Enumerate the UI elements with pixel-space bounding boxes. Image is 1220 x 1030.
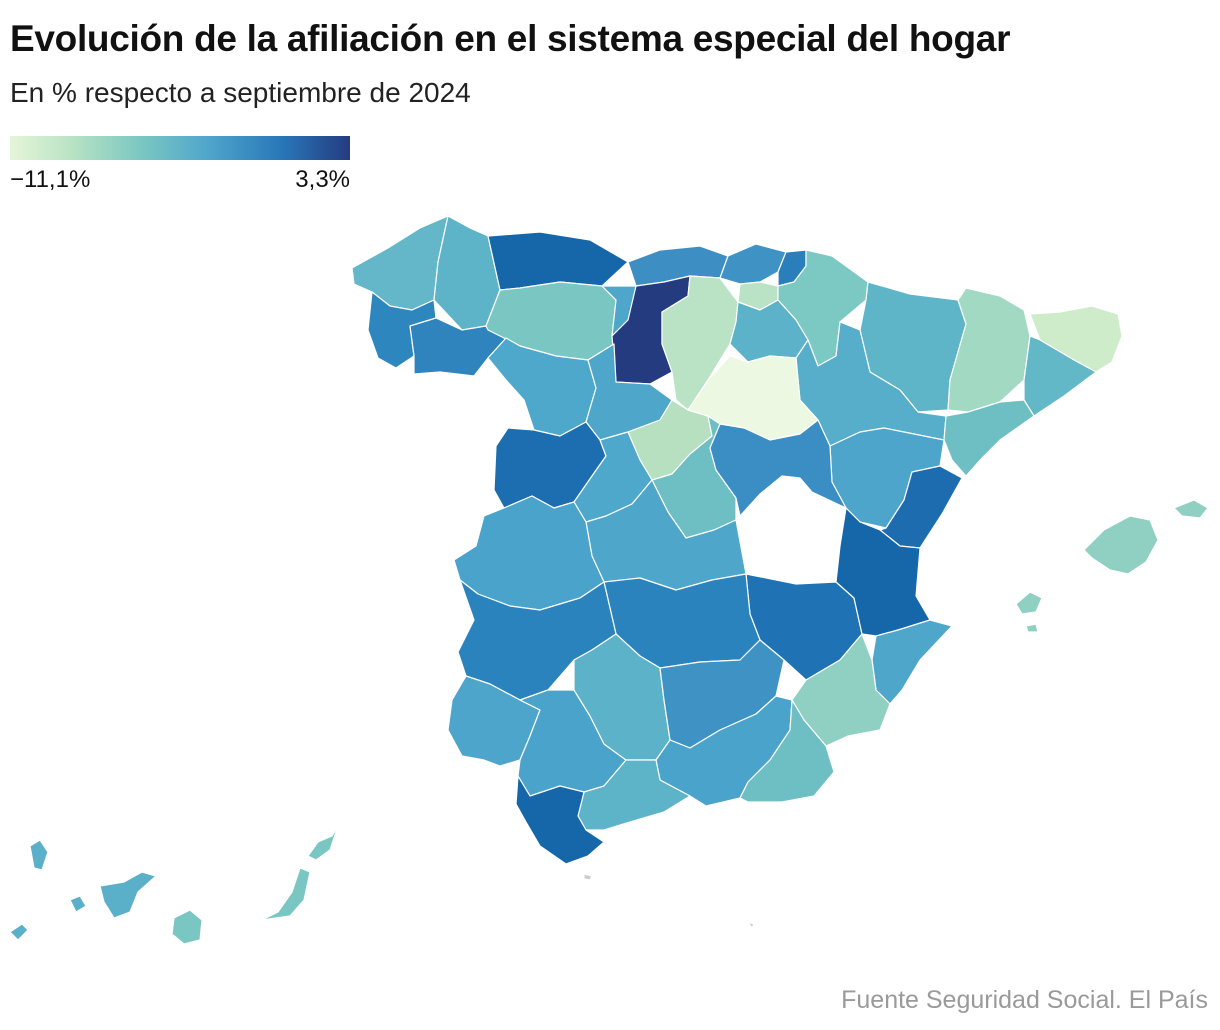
province-a-coruna[interactable] [351, 215, 449, 311]
province-huelva[interactable] [447, 675, 541, 767]
legend-min-label: −11,1% [10, 166, 91, 193]
province-lugo[interactable] [433, 215, 501, 331]
chart-subtitle: En % respecto a septiembre de 2024 [10, 77, 471, 108]
province-lleida[interactable] [947, 287, 1031, 413]
province-la-palma[interactable] [29, 839, 49, 871]
province-fuerteventura[interactable] [261, 867, 311, 921]
province-la-gomera[interactable] [69, 895, 87, 913]
province-cuenca[interactable] [709, 419, 847, 517]
province-asturias[interactable] [487, 231, 629, 291]
province-gran-canaria[interactable] [171, 909, 203, 945]
color-legend: −11,1% 3,3% [10, 136, 350, 193]
source-credit: Fuente Seguridad Social. El País [841, 986, 1208, 1014]
province-ceuta[interactable] [583, 873, 593, 881]
province-tarragona[interactable] [943, 399, 1035, 477]
province-melilla[interactable] [747, 921, 755, 929]
province-formentera[interactable] [1025, 623, 1039, 633]
province-mallorca[interactable] [1083, 515, 1159, 575]
province-almeria[interactable] [739, 699, 835, 803]
province-tenerife[interactable] [99, 871, 157, 919]
province-barcelona[interactable] [1023, 335, 1097, 417]
chart-title: Evolución de la afiliación en el sistema… [10, 18, 1011, 59]
province-menorca[interactable] [1173, 499, 1209, 519]
province-huesca[interactable] [859, 281, 967, 413]
legend-max-label: 3,3% [295, 166, 350, 193]
legend-gradient-bar [10, 136, 350, 160]
province-ibiza[interactable] [1015, 591, 1043, 615]
province-el-hierro[interactable] [9, 923, 29, 941]
province-cadiz[interactable] [515, 775, 605, 865]
province-lanzarote[interactable] [307, 825, 339, 861]
province-bizkaia[interactable] [719, 243, 787, 285]
